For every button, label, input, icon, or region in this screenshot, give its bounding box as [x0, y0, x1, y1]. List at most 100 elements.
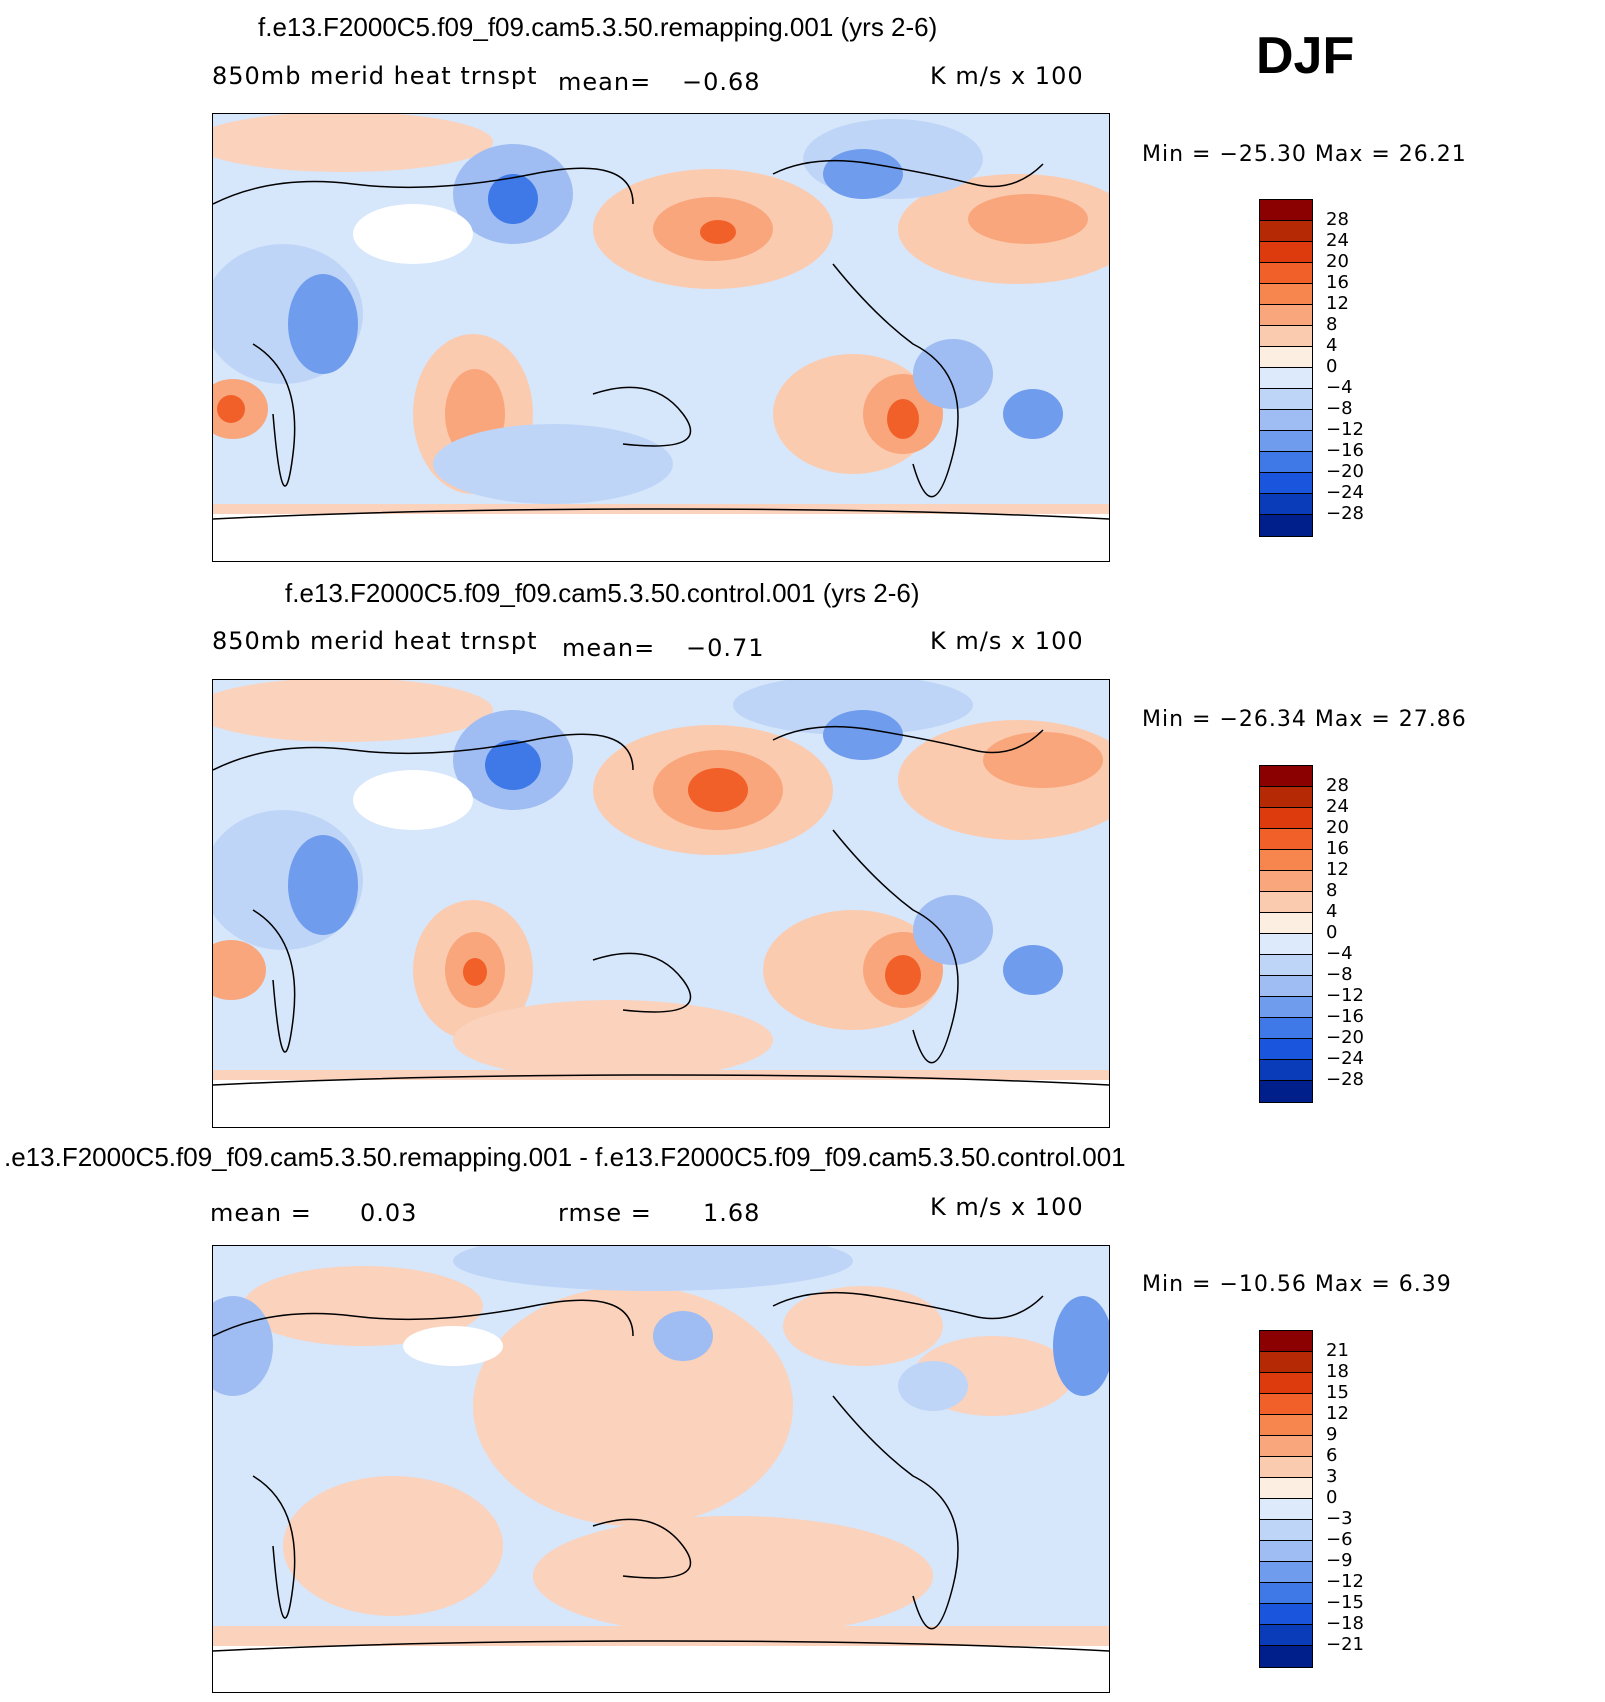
colorbar-cell	[1260, 1478, 1312, 1499]
colorbar-cell	[1260, 242, 1312, 263]
colorbar-cell	[1260, 1039, 1312, 1060]
colorbar-tick-label: 6	[1326, 1445, 1338, 1466]
colorbar-cell	[1260, 1562, 1312, 1583]
panel2-title: f.e13.F2000C5.f09_f09.cam5.3.50.control.…	[285, 578, 920, 608]
colorbar-cell	[1260, 1646, 1312, 1667]
panel3-colorbar	[1259, 1330, 1313, 1668]
colorbar-cell	[1260, 871, 1312, 892]
colorbar-cell	[1260, 766, 1312, 787]
colorbar-cell	[1260, 1499, 1312, 1520]
colorbar-tick-label: 0	[1326, 922, 1338, 943]
panel1-title: f.e13.F2000C5.f09_f09.cam5.3.50.remappin…	[258, 12, 938, 42]
colorbar-cell	[1260, 221, 1312, 242]
colorbar-tick-label: −6	[1326, 1529, 1353, 1550]
colorbar-cell	[1260, 494, 1312, 515]
panel3-map	[212, 1245, 1110, 1693]
colorbar-cell	[1260, 1352, 1312, 1373]
colorbar-tick-label: −3	[1326, 1508, 1353, 1529]
colorbar-cell	[1260, 284, 1312, 305]
colorbar-cell	[1260, 787, 1312, 808]
colorbar-cell	[1260, 892, 1312, 913]
colorbar-tick-label: 9	[1326, 1424, 1338, 1445]
colorbar-tick-label: −12	[1326, 985, 1364, 1006]
panel1-units: K m/s x 100	[930, 62, 1084, 90]
colorbar-cell	[1260, 431, 1312, 452]
colorbar-cell	[1260, 1436, 1312, 1457]
colorbar-cell	[1260, 997, 1312, 1018]
colorbar-cell	[1260, 368, 1312, 389]
panel1-stat-value: −0.68	[682, 68, 761, 96]
panel1-map	[212, 113, 1110, 562]
panel2-stat-label: mean=	[562, 634, 656, 662]
colorbar-cell	[1260, 263, 1312, 284]
panel3-mean-label: mean =	[210, 1199, 312, 1227]
colorbar-cell	[1260, 1331, 1312, 1352]
colorbar-tick-label: 3	[1326, 1466, 1338, 1487]
colorbar-tick-label: 18	[1326, 1361, 1349, 1382]
panel1-variable: 850mb merid heat trnspt	[212, 62, 538, 90]
panel1-stat-label: mean=	[558, 68, 652, 96]
panel2-variable: 850mb merid heat trnspt	[212, 627, 538, 655]
colorbar-cell	[1260, 976, 1312, 997]
colorbar-cell	[1260, 1373, 1312, 1394]
colorbar-cell	[1260, 1415, 1312, 1436]
colorbar-tick-label: 28	[1326, 775, 1349, 796]
colorbar-tick-label: 21	[1326, 1340, 1349, 1361]
panel2-map	[212, 679, 1110, 1128]
colorbar-tick-label: −28	[1326, 503, 1364, 524]
colorbar-tick-label: 28	[1326, 209, 1349, 230]
colorbar-cell	[1260, 452, 1312, 473]
colorbar-tick-label: −24	[1326, 1048, 1364, 1069]
colorbar-cell	[1260, 1457, 1312, 1478]
colorbar-tick-label: −8	[1326, 964, 1353, 985]
colorbar-cell	[1260, 1081, 1312, 1102]
colorbar-cell	[1260, 389, 1312, 410]
colorbar-tick-label: −20	[1326, 1027, 1364, 1048]
panel3-mean-value: 0.03	[360, 1199, 418, 1227]
colorbar-tick-label: −16	[1326, 1006, 1364, 1027]
colorbar-tick-label: −8	[1326, 398, 1353, 419]
colorbar-tick-label: 24	[1326, 796, 1349, 817]
colorbar-cell	[1260, 200, 1312, 221]
colorbar-cell	[1260, 1541, 1312, 1562]
panel2-units: K m/s x 100	[930, 627, 1084, 655]
panel1-min-max: Min = −25.30 Max = 26.21	[1142, 142, 1467, 167]
colorbar-cell	[1260, 1604, 1312, 1625]
colorbar-tick-label: 15	[1326, 1382, 1349, 1403]
colorbar-tick-label: 12	[1326, 293, 1349, 314]
colorbar-cell	[1260, 1625, 1312, 1646]
colorbar-tick-label: −16	[1326, 440, 1364, 461]
colorbar-tick-label: 12	[1326, 1403, 1349, 1424]
panel3-min-max: Min = −10.56 Max = 6.39	[1142, 1272, 1452, 1297]
colorbar-tick-label: 20	[1326, 251, 1349, 272]
colorbar-cell	[1260, 1583, 1312, 1604]
colorbar-cell	[1260, 326, 1312, 347]
colorbar-tick-label: 4	[1326, 335, 1338, 356]
colorbar-tick-label: 0	[1326, 356, 1338, 377]
colorbar-tick-label: 8	[1326, 314, 1338, 335]
colorbar-tick-label: −18	[1326, 1613, 1364, 1634]
colorbar-tick-label: −24	[1326, 482, 1364, 503]
colorbar-cell	[1260, 913, 1312, 934]
panel2-min-max: Min = −26.34 Max = 27.86	[1142, 707, 1467, 732]
colorbar-cell	[1260, 850, 1312, 871]
colorbar-cell	[1260, 955, 1312, 976]
colorbar-tick-label: −21	[1326, 1634, 1364, 1655]
colorbar-cell	[1260, 934, 1312, 955]
colorbar-tick-label: −12	[1326, 419, 1364, 440]
colorbar-cell	[1260, 347, 1312, 368]
colorbar-cell	[1260, 305, 1312, 326]
colorbar-tick-label: 24	[1326, 230, 1349, 251]
colorbar-tick-label: 8	[1326, 880, 1338, 901]
colorbar-tick-label: 16	[1326, 272, 1349, 293]
colorbar-tick-label: −4	[1326, 943, 1353, 964]
panel3-units: K m/s x 100	[930, 1193, 1084, 1221]
panel1-colorbar	[1259, 199, 1313, 537]
colorbar-tick-label: −12	[1326, 1571, 1364, 1592]
colorbar-tick-label: 12	[1326, 859, 1349, 880]
colorbar-cell	[1260, 1394, 1312, 1415]
colorbar-tick-label: −4	[1326, 377, 1353, 398]
colorbar-cell	[1260, 808, 1312, 829]
panel2-stat-value: −0.71	[686, 634, 765, 662]
colorbar-cell	[1260, 1060, 1312, 1081]
